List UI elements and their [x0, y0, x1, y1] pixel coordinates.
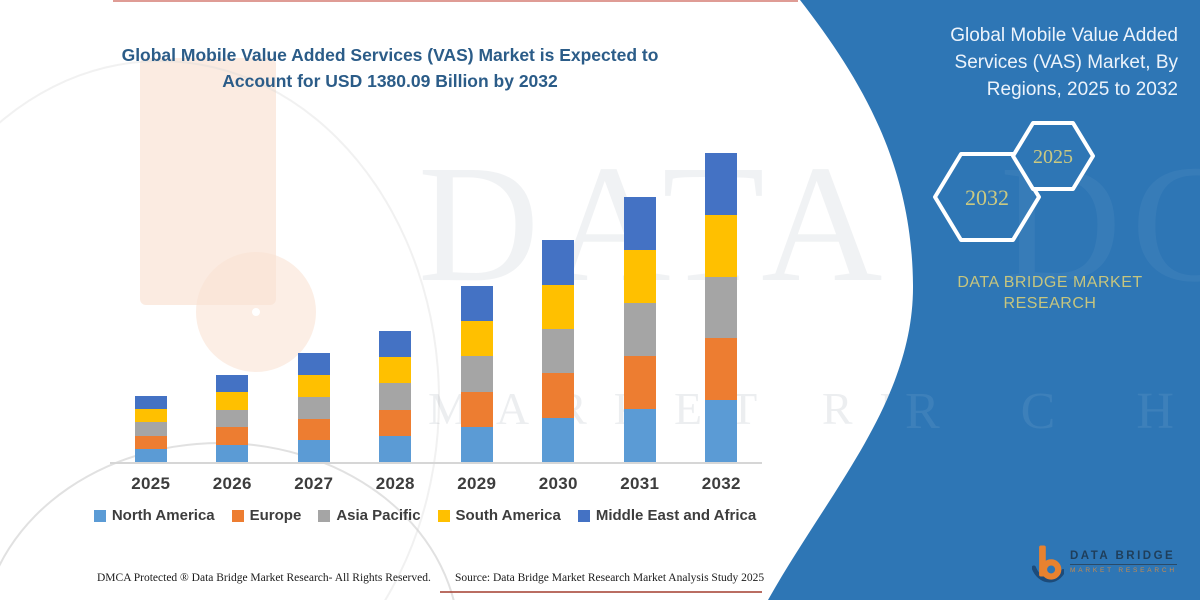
bar-segment-2025-europe	[134, 435, 167, 449]
hexagon-2032-label: 2032	[965, 185, 1009, 210]
chart-title-line1: Global Mobile Value Added Services (VAS)…	[121, 45, 659, 65]
bar-2029	[460, 285, 493, 462]
bar-segment-2027-south-america	[297, 374, 330, 397]
bar-segment-2028-middle-east-and-africa	[379, 331, 412, 358]
bar-segment-2029-south-america	[460, 321, 493, 357]
bar-segment-2027-north-america	[297, 440, 330, 462]
dmca-copyright-text: DMCA Protected ® Data Bridge Market Rese…	[97, 572, 431, 584]
bar-segment-2030-south-america	[542, 284, 575, 330]
logo-sub-text: MARKET RESEARCH	[1070, 567, 1177, 574]
bar-segment-2026-asia-pacific	[216, 409, 249, 427]
bar-segment-2027-middle-east-and-africa	[297, 353, 330, 375]
bar-segment-2029-europe	[460, 391, 493, 427]
legend-swatch	[231, 509, 244, 522]
bar-segment-2028-south-america	[379, 357, 412, 384]
bar-segment-2032-north-america	[705, 400, 738, 462]
bar-segment-2029-north-america	[460, 426, 493, 462]
bar-segment-2029-middle-east-and-africa	[460, 285, 493, 322]
bar-segment-2031-asia-pacific	[623, 303, 656, 357]
bar-segment-2026-north-america	[216, 444, 249, 462]
bar-2026	[216, 374, 249, 462]
brand-name-line2: RESEARCH	[1003, 295, 1097, 312]
legend-label: Asia Pacific	[336, 507, 421, 524]
legend-item-north-america: North America	[93, 507, 215, 524]
bar-2031	[623, 197, 656, 462]
x-label-2029: 2029	[457, 474, 497, 493]
legend-item-europe: Europe	[231, 507, 302, 524]
year-hexagons: 2032 2025	[933, 121, 1095, 242]
x-label-2027: 2027	[294, 474, 334, 493]
bar-segment-2030-middle-east-and-africa	[542, 240, 575, 285]
legend-label: North America	[111, 507, 215, 524]
source-text: Source: Data Bridge Market Research Mark…	[455, 572, 765, 584]
brand-name: DATA BRIDGE MARKET RESEARCH	[915, 272, 1185, 314]
panel-title: Global Mobile Value Added Services (VAS)…	[950, 25, 1178, 100]
bar-segment-2025-south-america	[134, 409, 167, 423]
bar-segment-2025-north-america	[134, 448, 167, 462]
x-axis-line	[110, 462, 762, 464]
bar-segment-2032-europe	[705, 338, 738, 401]
bar-segment-2028-europe	[379, 409, 412, 436]
legend-swatch	[437, 509, 450, 522]
top-red-rule	[113, 0, 798, 2]
bar-segment-2032-middle-east-and-africa	[705, 153, 738, 215]
bar-segment-2027-asia-pacific	[297, 396, 330, 419]
brand-name-line1: DATA BRIDGE MARKET	[957, 274, 1143, 291]
bar-segment-2031-north-america	[623, 409, 656, 462]
bar-segment-2025-middle-east-and-africa	[134, 396, 167, 410]
logo-main-text: DATA BRIDGE	[1070, 550, 1177, 565]
x-label-2028: 2028	[375, 474, 415, 493]
chart-legend: North America Europe Asia Pacific South Ame…	[75, 507, 775, 524]
legend-label: South America	[455, 507, 561, 524]
hexagon-2032	[933, 152, 1041, 242]
legend-item-asia-pacific: Asia Pacific	[318, 507, 421, 524]
x-axis-labels: 2025 2026 2027 2028 2029 2030 2031 2032	[110, 474, 762, 496]
legend-label: Middle East and Africa	[595, 507, 757, 524]
legend-swatch	[318, 509, 331, 522]
hexagon-2025	[1011, 121, 1095, 191]
legend-item-south-america: South America	[437, 507, 561, 524]
chart-title: Global Mobile Value Added Services (VAS)…	[60, 42, 720, 94]
x-label-2026: 2026	[212, 474, 252, 493]
legend-swatch	[93, 509, 106, 522]
bar-segment-2030-europe	[542, 373, 575, 418]
bar-segment-2027-europe	[297, 418, 330, 441]
legend-swatch	[577, 509, 590, 522]
bar-segment-2032-asia-pacific	[705, 276, 738, 339]
bar-segment-2030-asia-pacific	[542, 329, 575, 374]
bar-segment-2030-north-america	[542, 417, 575, 462]
bar-segment-2031-europe	[623, 356, 656, 410]
bar-2032	[705, 153, 738, 462]
bar-2030	[542, 240, 575, 462]
hexagon-2025-label: 2025	[1033, 146, 1073, 168]
stacked-bar-chart	[110, 148, 762, 464]
source-red-rule	[440, 591, 762, 593]
x-label-2025: 2025	[131, 474, 171, 493]
bar-segment-2026-south-america	[216, 392, 249, 410]
bar-segment-2028-north-america	[379, 435, 412, 462]
bar-segment-2031-middle-east-and-africa	[623, 197, 656, 250]
legend-label: Europe	[249, 507, 302, 524]
brand-subtext-watermark-panel: R C H	[905, 383, 1200, 440]
bar-segment-2028-asia-pacific	[379, 383, 412, 410]
logo-text: DATA BRIDGE MARKET RESEARCH	[1070, 544, 1177, 574]
bar-segment-2032-south-america	[705, 214, 738, 277]
legend-item-middle-east-and-africa: Middle East and Africa	[577, 507, 757, 524]
bar-segment-2031-south-america	[623, 249, 656, 304]
bar-segment-2025-asia-pacific	[134, 422, 167, 436]
x-label-2032: 2032	[701, 474, 741, 493]
bar-2028	[379, 331, 412, 462]
x-label-2030: 2030	[538, 474, 578, 493]
bar-segment-2026-middle-east-and-africa	[216, 374, 249, 392]
data-bridge-b-icon	[1032, 545, 1064, 583]
data-bridge-logo: DATA BRIDGE MARKET RESEARCH	[1032, 544, 1177, 586]
bar-2027	[297, 353, 330, 462]
bar-2025	[134, 396, 167, 462]
bar-segment-2029-asia-pacific	[460, 356, 493, 392]
chart-title-line2: Account for USD 1380.09 Billion by 2032	[222, 71, 558, 91]
x-label-2031: 2031	[620, 474, 660, 493]
bar-segment-2026-europe	[216, 427, 249, 445]
